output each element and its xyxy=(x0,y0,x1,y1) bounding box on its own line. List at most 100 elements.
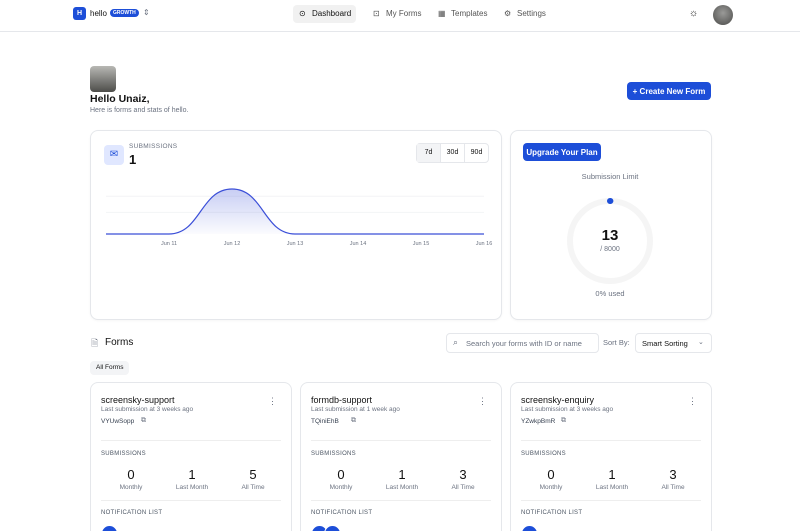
stat-label: Monthly xyxy=(539,484,563,491)
last-submission: Last submission at 3 weeks ago xyxy=(101,406,194,413)
stat-value: 0 xyxy=(547,467,555,482)
mail-icon: ✉ xyxy=(104,145,124,165)
nav-label: Templates xyxy=(451,9,488,18)
search-icon: ⌕ xyxy=(453,337,459,347)
copy-icon[interactable]: ⧉ xyxy=(351,417,356,424)
stat-label: Last Month xyxy=(385,484,419,491)
notification-label: NOTIFICATION LIST xyxy=(521,510,583,516)
notify-avatar xyxy=(101,525,118,531)
stat-label: All Time xyxy=(661,484,685,491)
stat-label: Last Month xyxy=(175,484,209,491)
copy-icon[interactable]: ⧉ xyxy=(561,417,566,424)
all-forms-tab[interactable]: All Forms xyxy=(90,361,130,375)
sort-value: Smart Sorting xyxy=(642,339,688,348)
used-count: 13 xyxy=(601,227,619,244)
user-avatar[interactable] xyxy=(713,5,733,25)
search-box[interactable]: ⌕ Search your forms with ID or name xyxy=(446,333,599,353)
limit-title: Submission Limit xyxy=(581,172,639,181)
range-button[interactable]: 90d xyxy=(464,144,488,162)
form-id: VYUwSopp xyxy=(101,418,135,425)
nav-item[interactable]: ⚙ Settings xyxy=(498,5,548,23)
last-submission: Last submission at 1 week ago xyxy=(311,406,400,413)
stat-value: 5 xyxy=(249,467,257,482)
divider xyxy=(311,440,491,441)
limit-label: / 8000 xyxy=(600,246,620,253)
stat-label: Monthly xyxy=(119,484,143,491)
percent-used: 0% used xyxy=(595,289,625,298)
last-submission: Last submission at 3 weeks ago xyxy=(521,406,614,413)
area xyxy=(106,189,484,234)
divider xyxy=(311,500,491,501)
menu-icon[interactable]: ⋮ xyxy=(688,396,697,406)
form-card[interactable]: formdb-support Last submission at 1 week … xyxy=(300,382,502,531)
create-form-button[interactable]: + Create New Form xyxy=(627,82,711,100)
nav-icon: ⊙ xyxy=(299,9,306,18)
greeting-subtitle: Here is forms and stats of hello. xyxy=(90,107,189,114)
greeting-title: Hello Unaiz, xyxy=(90,93,150,105)
form-card[interactable]: screensky-enquiry Last submission at 3 we… xyxy=(510,382,712,531)
submissions-chart: Jun 11 Jun 12 Jun 13 Jun 14 Jun 15 Jun 16 xyxy=(105,188,493,247)
nav-item[interactable]: ▦ Templates xyxy=(432,5,488,23)
button-text: Create New Form xyxy=(639,86,706,96)
stats-total: 1 xyxy=(129,152,137,167)
nav-label: Settings xyxy=(517,9,546,18)
forms-title: Forms xyxy=(105,337,134,348)
nav-icon: ⚙ xyxy=(504,9,512,18)
forms-icon: 🗎 xyxy=(91,338,99,348)
profile-image xyxy=(90,66,116,92)
notification-label: NOTIFICATION LIST xyxy=(311,510,373,516)
stat-value: 0 xyxy=(337,467,345,482)
nav-item[interactable]: ⊙ Dashboard xyxy=(293,5,356,23)
stat-label: All Time xyxy=(451,484,475,491)
x-tick-label: Jun 11 xyxy=(161,241,177,247)
search-placeholder: Search your forms with ID or name xyxy=(466,339,582,348)
range-button[interactable]: 30d xyxy=(440,144,464,162)
x-tick-label: Jun 14 xyxy=(350,241,367,247)
x-tick-label: Jun 15 xyxy=(413,241,430,247)
range-selector: 7d 30d 90d xyxy=(416,143,489,163)
notify-avatar xyxy=(521,525,538,531)
form-name: screensky-support xyxy=(101,395,175,405)
plan-card xyxy=(510,130,712,320)
form-id: TQiniEhB xyxy=(311,418,339,425)
nav-label: Dashboard xyxy=(312,9,352,18)
menu-icon[interactable]: ⋮ xyxy=(478,396,487,406)
x-tick-label: Jun 13 xyxy=(287,241,304,247)
divider xyxy=(521,500,701,501)
stat-value: 1 xyxy=(188,467,196,482)
plan-badge: GROWTH xyxy=(110,9,139,17)
notify-avatar xyxy=(324,525,341,531)
divider xyxy=(521,440,701,441)
line xyxy=(105,188,484,235)
workspace-name[interactable]: hello xyxy=(90,9,107,18)
workspace-switch[interactable]: ⇕ xyxy=(143,8,150,17)
copy-icon[interactable]: ⧉ xyxy=(141,417,146,424)
brand-icon[interactable]: H xyxy=(73,7,86,20)
notification-label: NOTIFICATION LIST xyxy=(101,510,163,516)
nav-label: My Forms xyxy=(386,9,422,18)
menu-icon[interactable]: ⋮ xyxy=(268,396,277,406)
theme-toggle[interactable]: ☼ xyxy=(689,8,699,19)
stat-label: All Time xyxy=(241,484,265,491)
stat-value: 3 xyxy=(459,467,467,482)
button-label: + Create New Form xyxy=(632,86,706,96)
nav-icon: ▦ xyxy=(438,9,446,18)
nav-item[interactable]: ⊡ My Forms xyxy=(367,5,422,23)
sort-chevron: ⌄ xyxy=(698,339,704,346)
range-button[interactable]: 7d xyxy=(417,144,440,162)
submissions-label: SUBMISSIONS xyxy=(311,451,356,457)
stat-value: 3 xyxy=(669,467,677,482)
nav-icon: ⊡ xyxy=(373,9,380,18)
divider xyxy=(101,500,281,501)
form-card[interactable]: screensky-support Last submission at 3 we… xyxy=(90,382,292,531)
x-tick-label: Jun 12 xyxy=(224,241,241,247)
stats-label: SUBMISSIONS xyxy=(129,143,178,150)
upgrade-button[interactable]: Upgrade Your Plan xyxy=(523,143,601,161)
submissions-label: SUBMISSIONS xyxy=(101,451,146,457)
form-id: YZwkpBmR xyxy=(521,418,556,425)
form-name: screensky-enquiry xyxy=(521,395,595,405)
stat-value: 1 xyxy=(398,467,406,482)
sort-select[interactable]: Smart Sorting ⌄ xyxy=(635,333,712,353)
x-tick-label: Jun 16 xyxy=(476,241,493,247)
